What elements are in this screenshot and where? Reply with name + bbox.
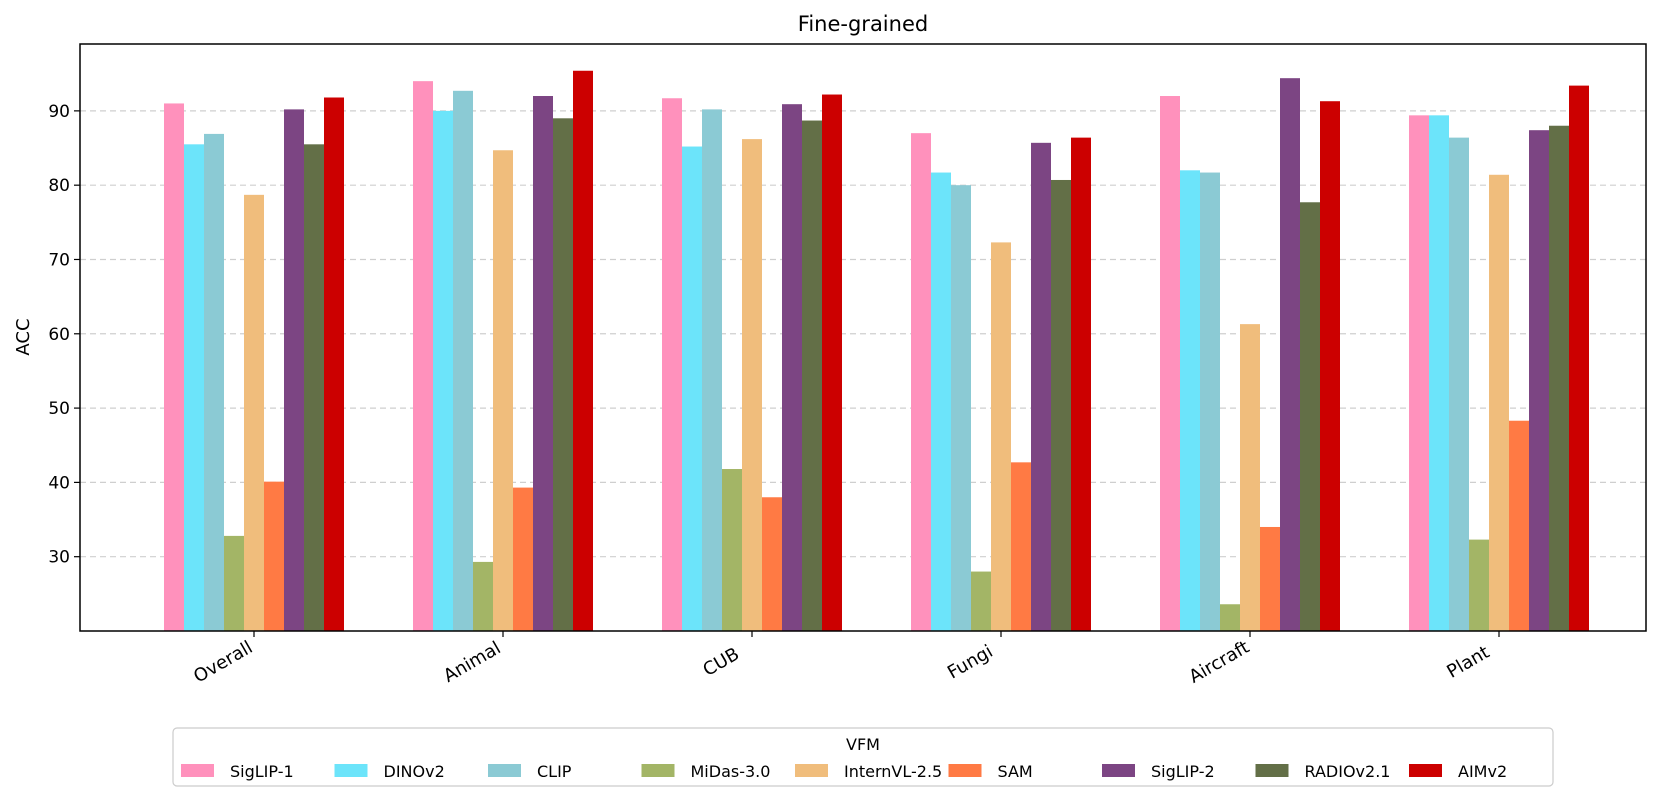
legend-label: InternVL-2.5 (844, 762, 942, 781)
legend-swatch (641, 764, 675, 777)
bar-midas-3-0-overall (224, 535, 244, 631)
x-tick-label: Overall (190, 637, 256, 687)
legend-title: VFM (846, 735, 880, 754)
legend-label: DINOv2 (384, 762, 445, 781)
legend-swatch (795, 764, 828, 777)
bar-internvl-2-5-plant (1489, 174, 1509, 631)
bar-internvl-2-5-aircraft (1240, 324, 1260, 631)
bar-dinov2-cub (682, 146, 702, 631)
bars (164, 70, 1589, 632)
bar-clip-fungi (951, 185, 971, 631)
bar-siglip-1-aircraft (1160, 96, 1180, 632)
bar-sam-animal (513, 487, 533, 631)
chart-title: Fine-grained (798, 12, 928, 36)
y-axis-ticks: 30 40 50 60 70 80 90 (48, 102, 80, 568)
x-tick-label: CUB (700, 644, 743, 681)
legend-swatch (948, 764, 982, 777)
bar-internvl-2-5-fungi (991, 242, 1011, 631)
bar-clip-cub (702, 109, 722, 632)
bar-aimv2-plant (1569, 85, 1589, 632)
x-tick-label: Plant (1443, 642, 1493, 683)
bar-internvl-2-5-animal (493, 150, 513, 631)
legend-swatch (1255, 764, 1289, 777)
bar-clip-animal (453, 90, 473, 631)
bar-siglip-1-animal (413, 81, 433, 631)
bar-aimv2-aircraft (1320, 101, 1340, 631)
x-tick-label: Animal (440, 638, 504, 687)
bar-midas-3-0-aircraft (1220, 604, 1240, 631)
bar-sam-fungi (1011, 462, 1031, 631)
bar-radiov2-1-fungi (1051, 179, 1071, 631)
bar-siglip-2-cub (782, 104, 802, 631)
bar-aimv2-cub (822, 94, 842, 631)
legend-swatch (334, 764, 368, 777)
bar-sam-cub (762, 497, 782, 631)
bar-siglip-1-plant (1409, 115, 1429, 631)
y-tick-label: 70 (48, 250, 70, 270)
bar-siglip-1-cub (662, 98, 682, 632)
plot-frame (79, 43, 1647, 632)
bar-siglip-2-fungi (1031, 142, 1051, 632)
legend-swatch (488, 764, 521, 777)
y-tick-label: 30 (48, 548, 70, 568)
bar-internvl-2-5-overall (244, 194, 264, 631)
legend-swatch (181, 764, 214, 777)
bar-sam-plant (1509, 420, 1529, 631)
legend-label: CLIP (537, 762, 572, 781)
x-tick-label: Fungi (944, 641, 997, 683)
bar-siglip-1-fungi (911, 133, 931, 631)
bar-clip-plant (1449, 137, 1469, 631)
legend-swatch (1409, 764, 1442, 777)
bar-dinov2-animal (433, 110, 453, 632)
bar-siglip-2-plant (1529, 130, 1549, 632)
x-axis-ticks: Overall Animal CUB Fungi Aircraft Plant (190, 631, 1500, 688)
bar-aimv2-animal (573, 70, 593, 631)
bar-radiov2-1-cub (802, 120, 822, 632)
legend-label: SigLIP-2 (1151, 762, 1215, 781)
legend-label: MiDas-3.0 (691, 762, 771, 781)
y-tick-label: 50 (48, 399, 70, 419)
y-tick-label: 60 (48, 325, 70, 345)
bar-radiov2-1-aircraft (1300, 202, 1320, 631)
bar-clip-aircraft (1200, 172, 1220, 631)
bar-midas-3-0-animal (473, 561, 493, 631)
legend: VFM SigLIP-1 DINOv2 CLIP MiDas-3.0 InternVL-… (172, 727, 1554, 787)
bar-aimv2-fungi (1071, 137, 1091, 631)
legend-label: SAM (998, 762, 1033, 781)
bar-dinov2-aircraft (1180, 170, 1200, 631)
bar-radiov2-1-overall (304, 144, 324, 631)
y-axis-label: ACC (13, 318, 34, 355)
bar-sam-overall (264, 481, 284, 631)
x-tick-label: Aircraft (1186, 637, 1253, 688)
legend-label: RADIOv2.1 (1305, 762, 1391, 781)
bar-midas-3-0-fungi (971, 571, 991, 631)
legend-label: SigLIP-1 (230, 762, 294, 781)
bar-internvl-2-5-cub (742, 139, 762, 631)
legend-items: SigLIP-1 DINOv2 CLIP MiDas-3.0 InternVL-2.5 S… (181, 762, 1507, 781)
bar-siglip-2-animal (533, 96, 553, 632)
legend-swatch (1102, 764, 1135, 777)
y-tick-label: 40 (48, 473, 70, 493)
bar-aimv2-overall (324, 97, 344, 632)
y-tick-label: 90 (48, 102, 70, 122)
bar-midas-3-0-cub (722, 469, 742, 631)
bar-dinov2-overall (184, 144, 204, 631)
y-tick-label: 80 (48, 176, 70, 196)
legend-label: AIMv2 (1458, 762, 1507, 781)
bar-radiov2-1-animal (553, 118, 573, 632)
bar-dinov2-fungi (931, 172, 951, 631)
bar-dinov2-plant (1429, 115, 1449, 631)
bar-midas-3-0-plant (1469, 539, 1489, 631)
bar-radiov2-1-plant (1549, 125, 1569, 631)
bar-sam-aircraft (1260, 526, 1280, 631)
bar-clip-overall (204, 133, 224, 631)
bar-siglip-1-overall (164, 103, 184, 631)
bar-siglip-2-overall (284, 109, 304, 632)
bar-siglip-2-aircraft (1280, 78, 1300, 631)
